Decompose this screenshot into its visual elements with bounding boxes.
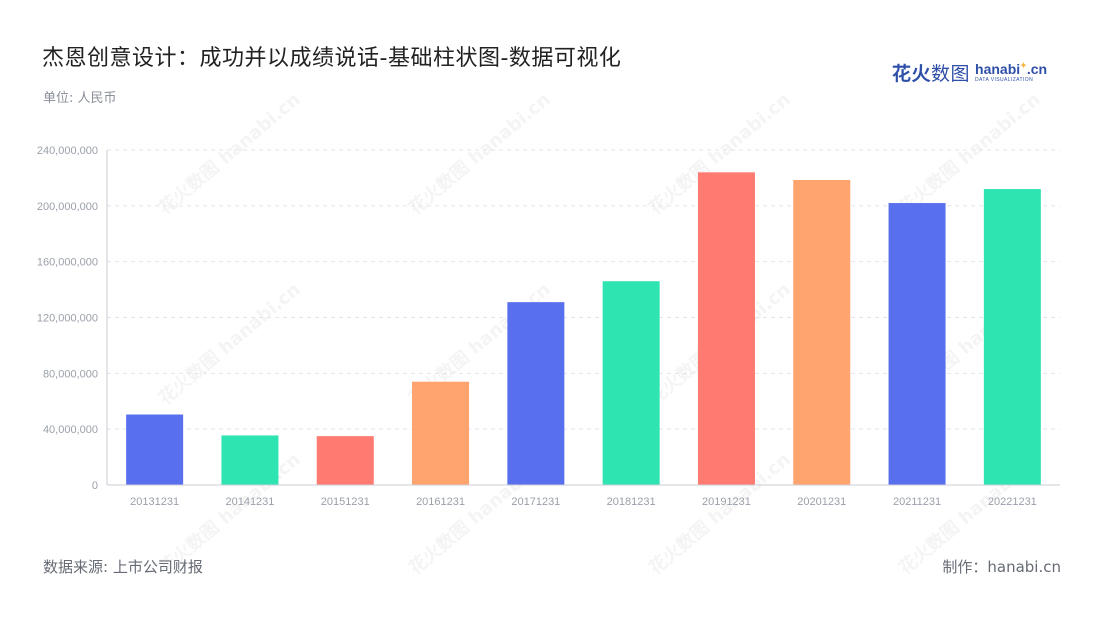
logo-subtitle: DATA VISUALIZATION <box>975 76 1034 83</box>
bar <box>697 172 755 486</box>
logo-cn-thin: 数图 <box>931 62 971 85</box>
credit-label: 制作：hanabi.cn <box>942 558 1061 576</box>
logo-cn-bold: 花火 <box>892 62 932 85</box>
y-tick-label: 160,000,000 <box>37 257 98 269</box>
x-tick-label: 20131231 <box>130 496 179 508</box>
x-tick-label: 20221231 <box>988 496 1037 508</box>
y-tick-label: 200,000,000 <box>37 201 98 213</box>
x-tick-label: 20201231 <box>797 496 846 508</box>
y-axis-ticks: 0 40,000,000 80,000,000 120,000,000 160,000,… <box>37 145 98 492</box>
y-tick-label: 0 <box>92 480 98 492</box>
x-tick-label: 20141231 <box>225 496 274 508</box>
x-axis-ticks: 20131231 20141231 20151231 20161231 20171231… <box>130 496 1037 508</box>
y-tick-label: 80,000,000 <box>43 368 98 380</box>
bar <box>412 381 470 485</box>
bar <box>316 436 374 485</box>
x-tick-label: 20191231 <box>702 496 751 508</box>
bar <box>126 414 184 485</box>
logo-english: hanabi✦.cn DATA VISUALIZATION <box>975 60 1048 83</box>
y-tick-label: 240,000,000 <box>37 145 98 157</box>
y-tick-label: 40,000,000 <box>43 424 98 436</box>
data-source: 数据来源: 上市公司财报 <box>43 558 203 576</box>
bar <box>888 203 946 485</box>
y-tick-label: 120,000,000 <box>37 313 98 325</box>
bar <box>221 435 279 485</box>
unit-label: 单位: 人民币 <box>43 91 117 106</box>
sparkle-icon: ✦ <box>1020 60 1027 70</box>
bar <box>602 281 660 485</box>
x-tick-label: 20181231 <box>607 496 656 508</box>
logo-en-main: hanabi <box>975 60 1021 77</box>
x-tick-label: 20171231 <box>511 496 560 508</box>
logo-en-tail: .cn <box>1026 60 1048 77</box>
x-tick-label: 20161231 <box>416 496 465 508</box>
bar <box>983 189 1041 486</box>
hanabi-logo: 花火数图 hanabi✦.cn DATA VISUALIZATION <box>892 58 1047 86</box>
logo-en-text: hanabi✦.cn <box>975 60 1048 77</box>
bar <box>507 302 565 485</box>
bars <box>126 172 1041 486</box>
x-tick-label: 20211231 <box>893 496 941 508</box>
x-tick-label: 20151231 <box>321 496 370 508</box>
logo-chinese: 花火数图 <box>892 59 970 86</box>
bar <box>793 180 851 485</box>
chart-title: 杰恩创意设计：成功并以成绩说话-基础柱状图-数据可视化 <box>42 46 622 71</box>
